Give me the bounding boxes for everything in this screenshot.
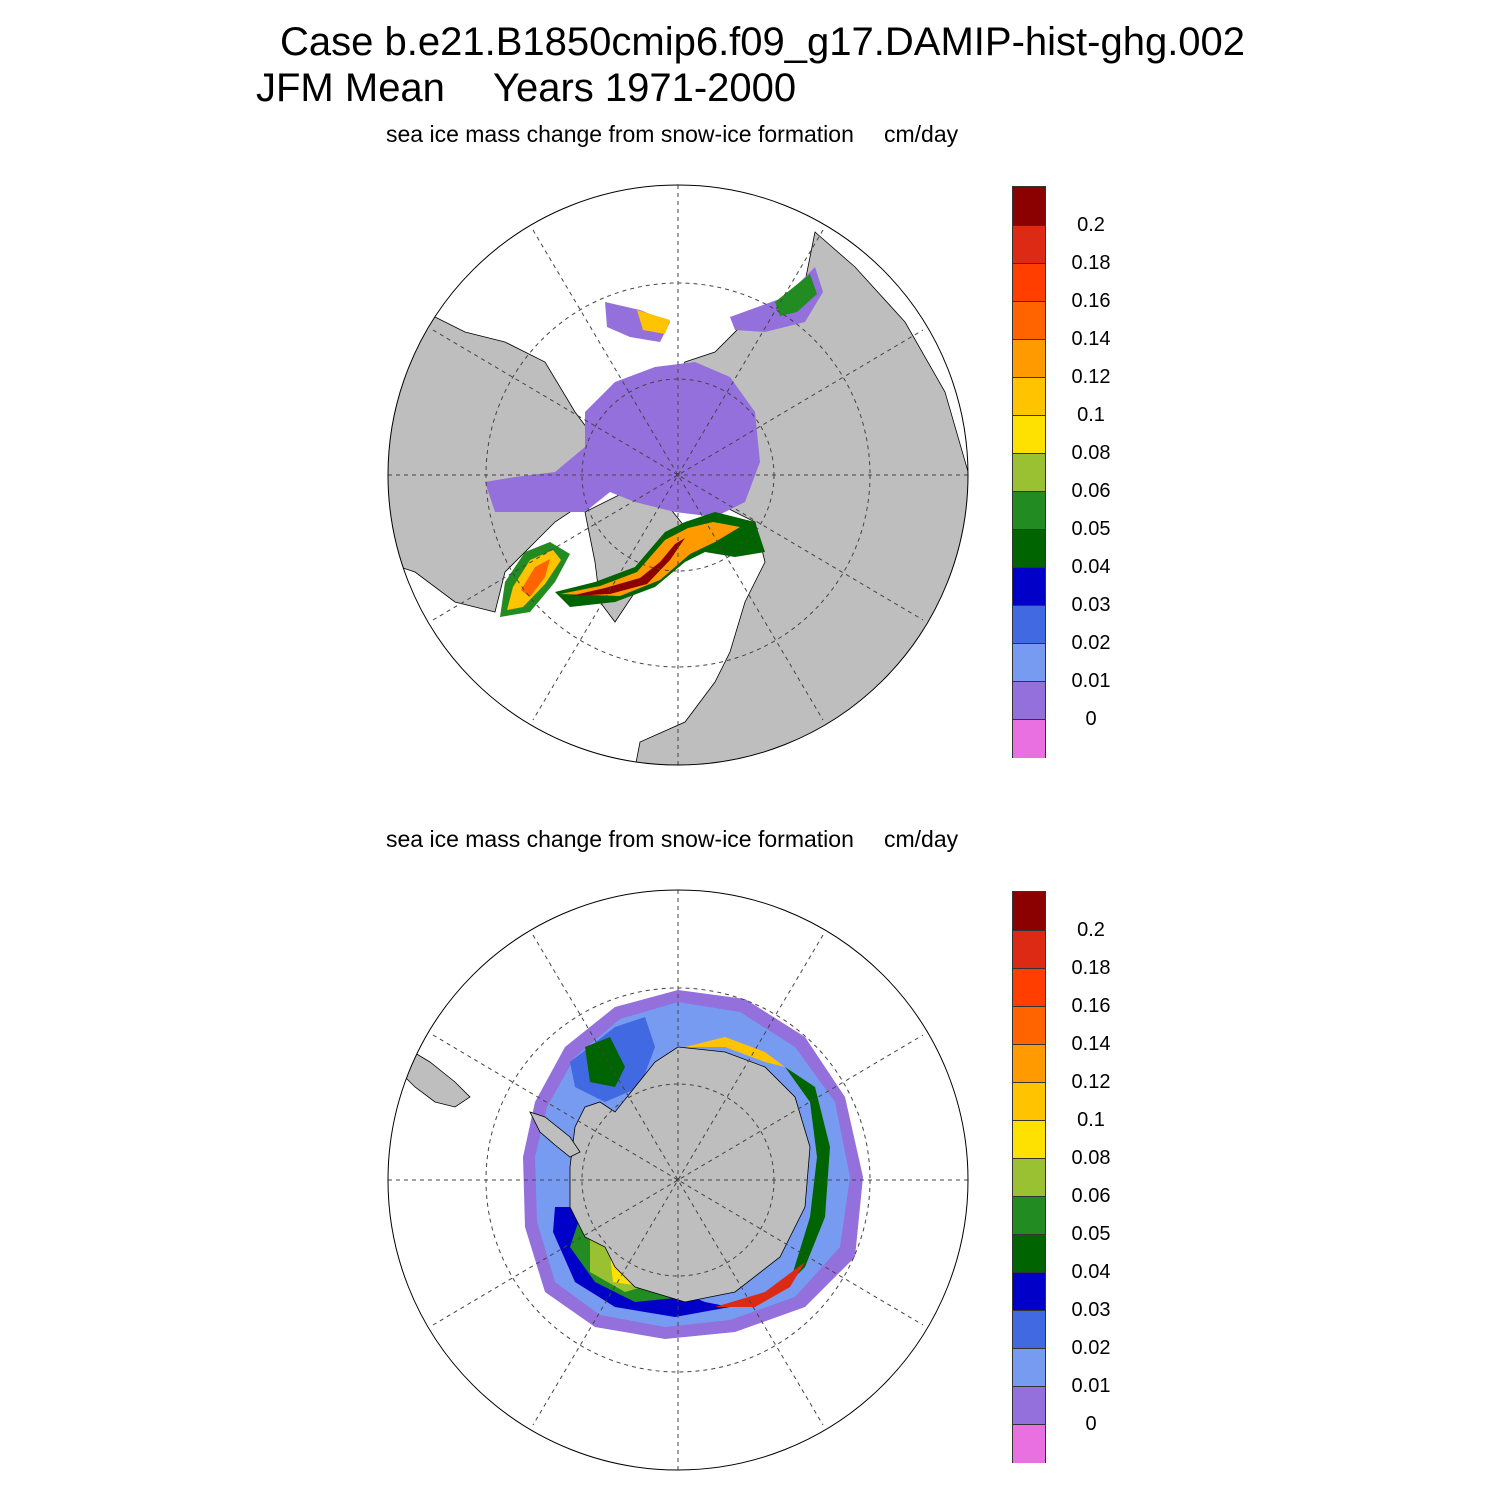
north-polar-map bbox=[387, 184, 969, 766]
south-cbar-seg bbox=[1013, 1158, 1045, 1197]
south-cbar-seg bbox=[1013, 1386, 1045, 1425]
north-cbar-label: 0.02 bbox=[1071, 632, 1111, 654]
north-cbar-seg bbox=[1013, 301, 1045, 340]
period-title: JFM Mean Years 1971-2000 bbox=[256, 68, 796, 108]
south-cbar-seg bbox=[1013, 1348, 1045, 1387]
south-cbar-label: 0.16 bbox=[1071, 995, 1111, 1017]
south-polar-map bbox=[387, 889, 969, 1471]
south-cbar-seg bbox=[1013, 1310, 1045, 1349]
south-cbar-seg bbox=[1013, 1424, 1045, 1463]
north-cbar-seg bbox=[1013, 263, 1045, 302]
season-label: JFM Mean bbox=[256, 66, 445, 110]
south-land-antarctica bbox=[569, 1046, 811, 1303]
south-cbar-label: 0.2 bbox=[1077, 919, 1105, 941]
south-cbar-seg bbox=[1013, 1272, 1045, 1311]
north-cbar-label: 0.2 bbox=[1077, 214, 1105, 236]
north-cbar-label: 0.16 bbox=[1071, 290, 1111, 312]
south-cbar-seg bbox=[1013, 968, 1045, 1007]
south-cbar-label: 0.1 bbox=[1077, 1109, 1105, 1131]
north-cbar-seg bbox=[1013, 529, 1045, 568]
north-cbar-seg bbox=[1013, 415, 1045, 454]
case-title: Case b.e21.B1850cmip6.f09_g17.DAMIP-hist… bbox=[280, 20, 1246, 64]
south-cbar-seg bbox=[1013, 1006, 1045, 1045]
north-ice-bering bbox=[605, 302, 670, 342]
north-cbar-label: 0.08 bbox=[1071, 442, 1111, 464]
north-subtitle: sea ice mass change from snow-ice format… bbox=[386, 121, 854, 147]
years-label: Years 1971-2000 bbox=[492, 66, 797, 110]
south-cbar-label: 0.18 bbox=[1071, 957, 1111, 979]
south-cbar-label: 0.12 bbox=[1071, 1071, 1111, 1093]
south-cbar-label: 0.08 bbox=[1071, 1147, 1111, 1169]
south-cbar-seg bbox=[1013, 1082, 1045, 1121]
south-cbar-seg bbox=[1013, 1120, 1045, 1159]
south-cbar-seg bbox=[1013, 1196, 1045, 1235]
north-cbar-label: 0.04 bbox=[1071, 556, 1111, 578]
south-cbar-label: 0.14 bbox=[1071, 1033, 1111, 1055]
north-cbar-seg bbox=[1013, 377, 1045, 416]
north-cbar-label: 0.12 bbox=[1071, 366, 1111, 388]
north-ice-arctic bbox=[485, 362, 760, 517]
north-cbar-label: 0.01 bbox=[1071, 670, 1111, 692]
north-cbar-seg bbox=[1013, 339, 1045, 378]
north-cbar-seg bbox=[1013, 225, 1045, 264]
north-cbar-label: 0.05 bbox=[1071, 518, 1111, 540]
north-land-eurasia bbox=[634, 231, 968, 765]
north-cbar-label: 0.1 bbox=[1077, 404, 1105, 426]
south-cbar-label: 0.01 bbox=[1071, 1375, 1111, 1397]
north-cbar-label: 0.06 bbox=[1071, 480, 1111, 502]
north-cbar-seg bbox=[1013, 491, 1045, 530]
north-units: cm/day bbox=[884, 121, 959, 147]
south-cbar-label: 0.02 bbox=[1071, 1337, 1111, 1359]
north-cbar-seg bbox=[1013, 567, 1045, 606]
north-cbar-seg bbox=[1013, 719, 1045, 758]
north-cbar-seg bbox=[1013, 453, 1045, 492]
south-units: cm/day bbox=[884, 826, 959, 852]
north-cbar-seg bbox=[1013, 681, 1045, 720]
south-cbar-seg bbox=[1013, 1044, 1045, 1083]
south-cbar-seg bbox=[1013, 930, 1045, 969]
north-cbar-label: 0.18 bbox=[1071, 252, 1111, 274]
south-cbar-label: 0 bbox=[1085, 1413, 1097, 1435]
north-cbar-seg bbox=[1013, 187, 1045, 225]
north-cbar-seg bbox=[1013, 605, 1045, 644]
south-subtitle: sea ice mass change from snow-ice format… bbox=[386, 826, 854, 852]
south-cbar-label: 0.05 bbox=[1071, 1223, 1111, 1245]
north-cbar-label: 0.03 bbox=[1071, 594, 1111, 616]
north-cbar-label: 0.14 bbox=[1071, 328, 1111, 350]
north-cbar-label: 0 bbox=[1085, 708, 1097, 730]
south-cbar-label: 0.03 bbox=[1071, 1299, 1111, 1321]
north-cbar-seg bbox=[1013, 643, 1045, 682]
south-cbar-label: 0.06 bbox=[1071, 1185, 1111, 1207]
south-cbar-label: 0.04 bbox=[1071, 1261, 1111, 1283]
south-cbar-seg bbox=[1013, 1234, 1045, 1273]
south-cbar-seg bbox=[1013, 892, 1045, 930]
